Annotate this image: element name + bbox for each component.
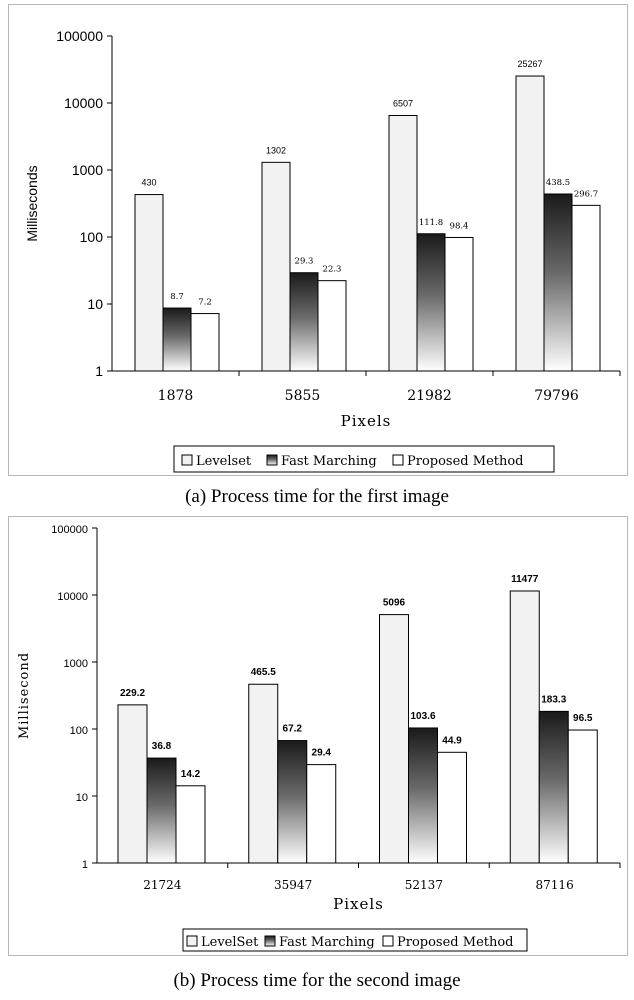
bar [175,785,206,864]
legend-swatch [186,935,198,947]
legend-swatch [382,935,394,947]
data-label: 67.2 [283,724,303,735]
data-label: 1302 [266,145,286,155]
x-tick-label: 87116 [536,878,574,892]
data-label: 7.2 [198,298,212,308]
data-label: 25267 [517,59,542,69]
bar [538,710,569,864]
y-tick-label: 100 [70,725,88,737]
legend-swatch [264,935,276,947]
bar [515,75,545,372]
legend-swatch [392,454,404,466]
chart-second-image: 1 10 100 1000 10000 100000 21724 229.2 36.8 14.2 3… [17,524,621,952]
data-label: 96.5 [573,713,593,724]
bar [289,272,319,372]
bar [379,614,409,864]
x-tick-label: 1878 [158,388,194,404]
x-tick-label: 35947 [274,878,312,892]
data-label: 44.9 [442,735,462,746]
bar [543,193,573,372]
data-label: 98.4 [450,221,469,231]
chart-panel-second-image: 1 10 100 1000 10000 100000 21724 229.2 36.8 14.2 3… [8,516,628,956]
legend-label: Proposed Method [397,935,514,950]
chart-panel-first-image: 1 10 100 1000 10000 100000 1878 430 8.7 7.2 5855 13… [8,4,628,476]
data-label: 103.6 [410,711,435,722]
caption-first-image: (a) Process time for the first image [185,486,449,507]
y-tick-label: 100000 [56,28,103,44]
data-label: 22.3 [323,265,342,275]
y-tick-label: 10000 [64,95,103,111]
bar [277,740,308,864]
bar [248,683,279,864]
y-tick-label: 1000 [64,658,88,670]
data-label: 183.3 [541,694,566,705]
data-label: 36.8 [152,741,172,752]
bar [509,590,540,864]
data-label: 5096 [383,598,406,609]
bar [444,236,474,372]
data-label: 29.4 [312,748,332,759]
y-tick-label: 10 [76,792,88,804]
bar [317,280,347,372]
x-axis-title: Pixels [341,412,392,430]
x-tick-label: 52137 [405,878,443,892]
caption-second-image: (b) Process time for the second image [173,970,461,991]
legend-label: Fast Marching [279,935,375,950]
y-tick-label: 10000 [57,591,88,603]
data-label: 438.5 [546,178,570,188]
bar [117,704,148,864]
bar [162,307,192,372]
bar [146,757,177,864]
data-label: 465.5 [251,667,276,678]
data-label: 11477 [511,574,539,585]
bar [388,115,418,372]
y-tick-label: 10 [87,296,103,312]
data-label: 111.8 [419,218,443,228]
bar [567,729,598,864]
y-tick-label: 1 [95,363,103,379]
legend-swatch [181,454,193,466]
data-label: 6507 [393,99,413,109]
data-label: 29.3 [295,257,314,267]
bar [261,161,291,372]
y-tick-label: 1 [82,859,88,871]
data-label: 14.2 [181,769,201,780]
bar [437,751,467,864]
data-label: 296.7 [574,189,598,199]
bar [306,764,337,864]
data-label: 430 [141,178,156,188]
legend-label: LevelSet [201,935,259,950]
y-tick-label: 100000 [51,524,88,536]
bar [416,233,446,372]
y-axis-title: Milliseconds [24,165,40,241]
data-label: 229.2 [120,688,145,699]
legend-swatch [266,454,278,466]
y-tick-label: 100 [80,229,104,245]
x-tick-label: 5855 [285,388,321,404]
bar [134,194,164,372]
legend-label: Fast Marching [281,454,377,469]
y-tick-label: 1000 [72,162,103,178]
legend-label: Proposed Method [407,454,524,469]
legend-label: Levelset [196,454,252,469]
data-label: 8.7 [170,292,184,302]
x-tick-label: 21982 [407,388,452,404]
x-tick-label: 79796 [534,388,579,404]
bar [571,204,601,372]
bar [190,313,220,372]
x-axis-title: Pixels [333,895,384,913]
bar [408,727,438,864]
y-axis-title: Millisecond [17,652,32,739]
x-tick-label: 21724 [143,878,182,892]
chart-first-image: 1 10 100 1000 10000 100000 1878 430 8.7 7.2 5855 13… [24,28,621,473]
legend-box [173,445,555,473]
